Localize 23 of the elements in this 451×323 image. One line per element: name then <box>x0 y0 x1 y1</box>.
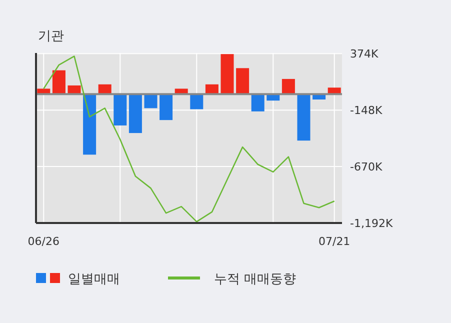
bar <box>68 85 81 94</box>
bar <box>190 94 204 110</box>
bar <box>282 78 295 94</box>
bar <box>297 94 310 141</box>
bar <box>128 94 142 134</box>
bar <box>144 94 158 108</box>
bar <box>83 94 96 155</box>
bar <box>160 94 173 120</box>
chart-title: 기관 <box>38 29 64 44</box>
bar <box>236 68 250 94</box>
y-tick-label: 374K <box>350 48 379 61</box>
bar <box>114 94 127 126</box>
y-tick-label: -1,192K <box>350 217 394 230</box>
y-tick-label: -670K <box>350 160 383 174</box>
bar <box>220 54 234 94</box>
x-tick-label: 06/26 <box>28 235 60 248</box>
bar <box>251 94 264 112</box>
line-series <box>43 56 335 222</box>
bar <box>52 70 66 94</box>
x-tick-label: 07/21 <box>318 235 350 248</box>
y-tick-label: -148K <box>350 104 383 118</box>
legend-label: 누적 매매동향 <box>214 272 296 287</box>
legend-label: 일별매매 <box>68 272 120 287</box>
